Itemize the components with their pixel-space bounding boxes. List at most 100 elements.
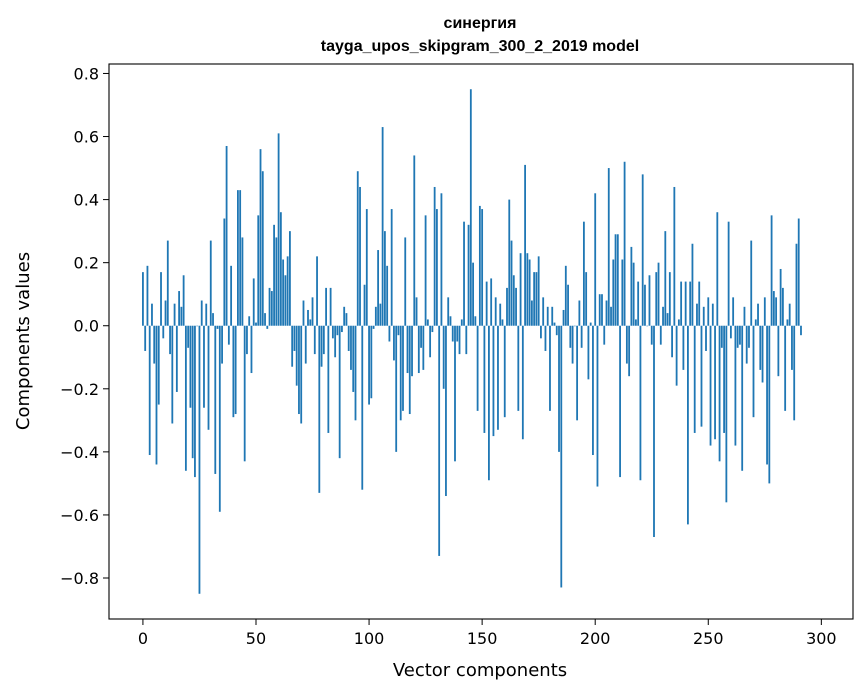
bar	[227, 325, 230, 345]
bar	[338, 325, 341, 459]
y-axis-label: Components values	[13, 252, 34, 430]
bar	[316, 256, 318, 326]
bar	[650, 325, 653, 345]
bar	[291, 325, 294, 367]
bar	[268, 287, 271, 326]
bar	[289, 231, 291, 326]
bar	[549, 325, 551, 411]
bar	[365, 209, 368, 326]
bar	[275, 237, 278, 326]
bar	[662, 306, 664, 326]
y-tick-label: 0.4	[74, 191, 99, 210]
bar	[259, 149, 262, 326]
bar	[230, 265, 233, 326]
bar	[576, 325, 579, 421]
bar	[246, 325, 248, 355]
bar	[166, 240, 169, 326]
bar	[390, 209, 393, 326]
bar	[521, 325, 524, 440]
bar	[635, 319, 637, 326]
bar	[336, 325, 339, 336]
bar	[709, 325, 712, 446]
bar	[438, 325, 441, 556]
bar	[196, 325, 199, 327]
bar	[350, 325, 352, 370]
bar	[478, 205, 481, 326]
bar	[243, 325, 246, 462]
bar	[797, 218, 800, 326]
bar	[664, 231, 667, 326]
bar	[241, 237, 244, 326]
bar	[752, 325, 755, 418]
bar	[691, 243, 694, 326]
bar	[404, 237, 407, 326]
bar	[153, 325, 156, 364]
bar	[273, 224, 275, 326]
bar	[422, 325, 425, 370]
bar	[587, 325, 590, 380]
bar	[648, 275, 651, 326]
bar	[655, 272, 658, 326]
bar	[325, 287, 327, 326]
bar	[700, 325, 703, 427]
bar	[356, 171, 359, 326]
bar	[146, 265, 149, 326]
bar	[447, 297, 450, 326]
bar	[417, 325, 420, 374]
bar	[580, 325, 583, 348]
bar	[298, 325, 300, 415]
bar	[469, 89, 472, 326]
bar	[221, 325, 223, 364]
bar	[481, 209, 484, 326]
bar	[592, 325, 594, 456]
bar	[569, 325, 572, 348]
bar	[180, 306, 183, 326]
bar	[458, 325, 461, 355]
bar	[302, 300, 305, 326]
bar	[748, 325, 750, 348]
bar	[198, 325, 201, 594]
bar	[506, 287, 508, 326]
bar	[266, 325, 269, 329]
bar	[564, 265, 567, 326]
bar	[723, 325, 726, 433]
bar	[607, 168, 610, 326]
bar	[178, 291, 181, 326]
bar	[341, 325, 343, 333]
bar	[567, 284, 569, 326]
bar	[456, 325, 459, 342]
bar	[381, 127, 384, 326]
bar	[182, 275, 185, 326]
bar	[616, 234, 619, 326]
bar	[646, 325, 649, 327]
bar	[784, 325, 787, 411]
bar	[777, 325, 780, 377]
bar	[781, 287, 784, 326]
bar	[322, 325, 325, 355]
bar	[524, 164, 526, 326]
bar	[261, 171, 264, 326]
bar	[383, 231, 386, 326]
bar	[345, 313, 348, 326]
bar	[508, 199, 511, 326]
x-tick-label: 100	[354, 629, 385, 648]
bar	[282, 259, 285, 326]
bar	[311, 297, 314, 326]
bar	[465, 325, 468, 355]
bar	[331, 325, 334, 339]
bar	[757, 303, 759, 326]
bar	[610, 306, 612, 326]
bar	[668, 272, 671, 326]
bar	[431, 325, 434, 333]
bar	[512, 275, 515, 326]
bar	[148, 325, 151, 456]
bar	[442, 325, 445, 389]
bar	[361, 325, 364, 490]
bar	[763, 297, 766, 326]
bar	[359, 186, 361, 326]
bar	[313, 325, 316, 355]
bar	[354, 325, 357, 421]
bar	[318, 325, 321, 493]
bar	[225, 145, 228, 326]
